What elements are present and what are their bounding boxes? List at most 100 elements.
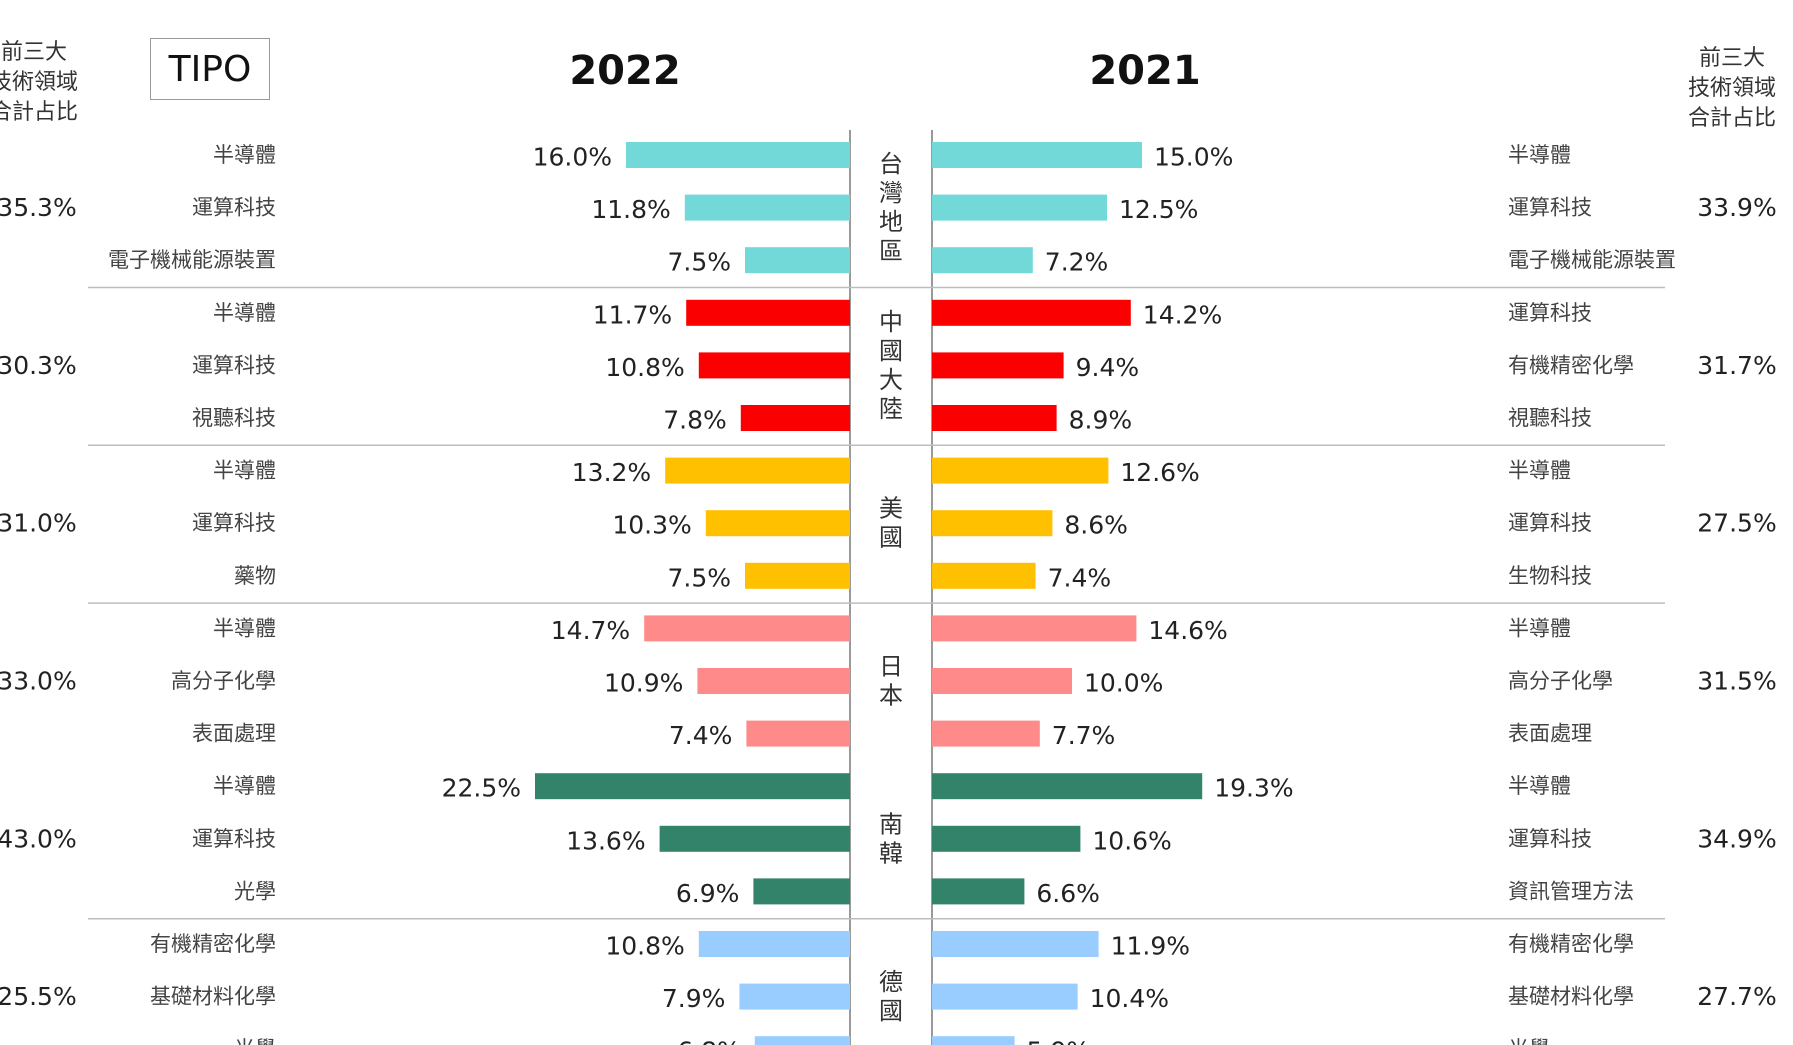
value-label-2022: 7.5% — [667, 563, 731, 592]
value-label-2021: 8.6% — [1064, 511, 1128, 540]
total-2022-3: 33.0% — [0, 667, 77, 696]
value-label-2021: 7.2% — [1045, 248, 1109, 277]
value-label-2022: 7.4% — [669, 721, 733, 750]
bar-2021 — [932, 247, 1033, 274]
bar-2021 — [932, 562, 1036, 589]
total-2021-0: 33.9% — [1697, 193, 1776, 222]
category-label-2022: 運算科技 — [192, 827, 276, 851]
value-label-2021: 12.6% — [1120, 458, 1199, 487]
value-label-2022: 6.8% — [677, 1037, 741, 1045]
bar-2021 — [932, 1036, 1015, 1045]
value-label-2022: 11.8% — [591, 195, 670, 224]
category-label-2021: 半導體 — [1508, 774, 1571, 798]
bar-2021 — [932, 405, 1057, 431]
category-label-2021: 運算科技 — [1508, 827, 1592, 851]
region-label-char: 日 — [879, 653, 903, 681]
category-label-2021: 電子機械能源裝置 — [1508, 248, 1676, 272]
total-2022-4: 43.0% — [0, 824, 77, 853]
value-label-2022: 7.8% — [663, 406, 727, 435]
bar-2022 — [746, 720, 850, 747]
value-label-2021: 10.0% — [1084, 669, 1163, 698]
category-label-2021: 基礎材料化學 — [1508, 985, 1634, 1009]
category-label-2021: 運算科技 — [1508, 301, 1592, 325]
region-label-char: 中 — [879, 308, 903, 336]
value-label-2022: 22.5% — [442, 774, 521, 803]
category-label-2022: 表面處理 — [192, 722, 276, 746]
value-label-2021: 8.9% — [1069, 406, 1133, 435]
bar-2022 — [659, 825, 850, 852]
year-2021-label: 2021 — [1089, 48, 1201, 94]
total-2021-3: 31.5% — [1697, 667, 1776, 696]
right-total-header: 前三大 技術領域 合計占比 — [1687, 46, 1776, 131]
value-label-2021: 9.4% — [1076, 353, 1140, 382]
value-label-2021: 6.6% — [1036, 879, 1100, 908]
bar-2022 — [535, 773, 850, 800]
region-label-char: 南 — [879, 810, 903, 838]
region-label-char: 韓 — [879, 839, 903, 867]
total-2022-5: 25.5% — [0, 982, 77, 1011]
category-label-2022: 有機精密化學 — [150, 932, 276, 956]
bar-2022 — [745, 247, 850, 274]
region-label-char: 陸 — [879, 395, 903, 423]
left-total-header: 前三大 技術領域 合計占比 — [0, 40, 78, 125]
category-label-2022: 運算科技 — [192, 196, 276, 220]
bar-2022 — [739, 983, 850, 1010]
region-label-char: 國 — [879, 524, 903, 552]
bar-2021 — [932, 194, 1107, 221]
bar-2021 — [932, 457, 1109, 484]
bar-2021 — [932, 352, 1064, 379]
category-label-2021: 生物科技 — [1508, 564, 1592, 588]
category-label-2021: 高分子化學 — [1508, 669, 1613, 693]
category-label-2021: 運算科技 — [1508, 511, 1592, 535]
region-label-char: 灣 — [879, 179, 903, 207]
category-label-2022: 視聽科技 — [192, 406, 276, 430]
category-label-2021: 視聽科技 — [1508, 406, 1592, 430]
region-label-char: 本 — [879, 682, 903, 710]
bar-2021 — [932, 878, 1025, 905]
total-2022-2: 31.0% — [0, 509, 77, 538]
category-label-2021: 光學 — [1508, 1037, 1550, 1045]
value-label-2021: 12.5% — [1119, 195, 1198, 224]
value-label-2022: 7.5% — [667, 248, 731, 277]
category-label-2022: 基礎材料化學 — [150, 985, 276, 1009]
region-label-char: 德 — [879, 968, 903, 996]
bar-2021 — [932, 668, 1072, 694]
value-label-2022: 10.8% — [605, 353, 684, 382]
category-label-2021: 資訊管理方法 — [1508, 879, 1634, 903]
total-2022-0: 35.3% — [0, 193, 77, 222]
value-label-2022: 10.9% — [604, 669, 683, 698]
total-2021-4: 34.9% — [1697, 824, 1776, 853]
bar-2021 — [932, 615, 1137, 642]
value-label-2022: 10.3% — [612, 511, 691, 540]
value-label-2021: 19.3% — [1214, 774, 1293, 803]
value-label-2021: 15.0% — [1154, 143, 1233, 172]
category-label-2022: 藥物 — [234, 564, 276, 588]
category-label-2021: 半導體 — [1508, 143, 1571, 167]
value-label-2021: 7.4% — [1048, 563, 1112, 592]
category-label-2022: 運算科技 — [192, 511, 276, 535]
region-label-char: 台 — [879, 150, 903, 178]
value-label-2022: 6.9% — [676, 879, 740, 908]
category-label-2022: 半導體 — [213, 616, 276, 640]
value-label-2022: 11.7% — [593, 300, 672, 329]
value-label-2022: 13.6% — [566, 826, 645, 855]
bar-2021 — [932, 142, 1142, 168]
bar-2022 — [686, 299, 850, 326]
bar-2022 — [644, 615, 850, 642]
bar-2022 — [626, 142, 850, 168]
region-label-char: 美 — [879, 495, 903, 523]
value-label-2022: 13.2% — [572, 458, 651, 487]
category-label-2022: 電子機械能源裝置 — [108, 248, 276, 272]
total-2021-1: 31.7% — [1697, 351, 1776, 380]
bar-2021 — [932, 299, 1131, 326]
category-label-2022: 光學 — [234, 1037, 276, 1045]
bar-2022 — [753, 878, 850, 905]
category-label-2021: 運算科技 — [1508, 196, 1592, 220]
region-label-char: 國 — [879, 997, 903, 1025]
category-label-2021: 半導體 — [1508, 459, 1571, 483]
bar-2021 — [932, 983, 1078, 1010]
category-label-2021: 半導體 — [1508, 616, 1571, 640]
total-2021-2: 27.5% — [1697, 509, 1776, 538]
